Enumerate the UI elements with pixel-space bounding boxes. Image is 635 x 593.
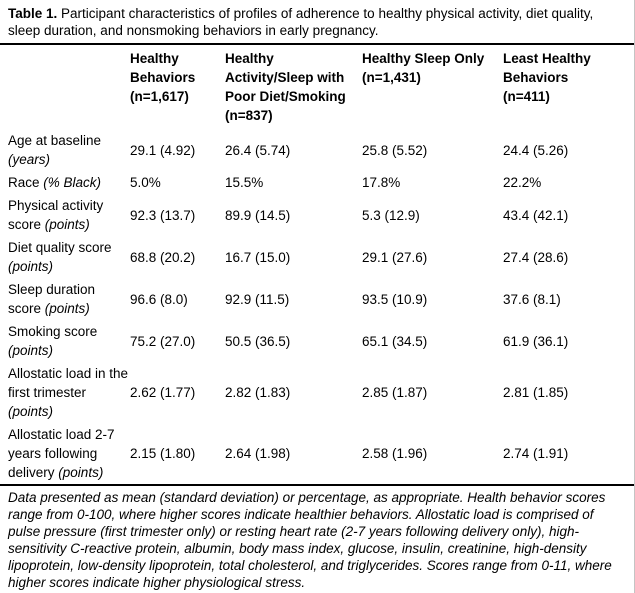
row-unit: (points) [8, 343, 54, 358]
table-caption: Participant characteristics of profiles … [8, 6, 594, 38]
row-smoking-score: Smoking score (points) 75.2 (27.0) 50.5 … [8, 320, 627, 362]
row-label: Allostatic load 2-7 years following deli… [8, 427, 115, 480]
participant-characteristics-table: Healthy Behaviors (n=1,617) Healthy Acti… [8, 45, 627, 484]
column-header-healthy-activity-sleep-poor-diet-smoking: Healthy Activity/Sleep with Poor Diet/Sm… [225, 51, 346, 123]
table-number-label: Table 1. [8, 6, 58, 21]
cell-value: 65.1 (34.5) [362, 333, 428, 349]
cell-value: 2.82 (1.83) [225, 385, 291, 400]
cell-value: 15.5% [225, 175, 264, 190]
row-label: Diet quality score [8, 240, 112, 255]
row-sleep-duration-score: Sleep duration score (points) 96.6 (8.0)… [8, 278, 627, 320]
row-unit: (% Black) [43, 175, 102, 190]
cell-value: 2.85 (1.87) [362, 385, 428, 400]
cell-value: 2.81 (1.85) [503, 385, 569, 400]
cell-value: 27.4 (28.6) [503, 249, 569, 265]
row-label-cell: Smoking score (points) [8, 320, 130, 362]
row-unit: (points) [44, 301, 90, 316]
table-footnote: Data presented as mean (standard deviati… [8, 490, 612, 590]
row-label: Allostatic load in the first trimester [8, 366, 129, 400]
cell-value: 92.9 (11.5) [225, 291, 290, 307]
row-label: Sleep duration score [8, 282, 96, 316]
cell-value: 37.6 (8.1) [503, 291, 561, 307]
row-label: Race [8, 175, 40, 190]
row-unit: (points) [58, 465, 104, 480]
cell-value: 17.8% [362, 175, 401, 190]
cell-value: 93.5 (10.9) [362, 291, 428, 307]
cell-value: 43.4 (42.1) [503, 207, 569, 223]
cell-value: 61.9 (36.1) [503, 333, 569, 349]
cell-value: 2.74 (1.91) [503, 446, 569, 461]
row-label: Physical activity score [8, 198, 104, 232]
footnote-rule [0, 484, 634, 486]
cell-value: 2.62 (1.77) [130, 385, 196, 400]
cell-value: 2.64 (1.98) [225, 446, 291, 461]
row-label-cell: Diet quality score (points) [8, 236, 130, 278]
row-age-at-baseline: Age at baseline (years) 29.1 (4.92) 26.4… [8, 129, 627, 171]
table-body: Age at baseline (years) 29.1 (4.92) 26.4… [8, 129, 627, 484]
column-header-healthy-behaviors: Healthy Behaviors (n=1,617) [130, 51, 196, 104]
column-header-healthy-sleep-only: Healthy Sleep Only (n=1,431) [362, 51, 485, 85]
cell-value: 16.7 (15.0) [225, 249, 291, 265]
row-label: Age at baseline [8, 133, 102, 148]
row-label-cell: Sleep duration score (points) [8, 278, 130, 320]
column-header-least-healthy-behaviors: Least Healthy Behaviors (n=411) [503, 51, 591, 104]
cell-value: 92.3 (13.7) [130, 207, 196, 223]
row-diet-quality-score: Diet quality score (points) 68.8 (20.2) … [8, 236, 627, 278]
header-top-rule [0, 43, 634, 45]
cell-value: 96.6 (8.0) [130, 291, 188, 307]
row-race: Race (% Black) 5.0% 15.5% 17.8% 22.2% [8, 171, 627, 194]
row-label: Smoking score [8, 324, 98, 339]
cell-value: 25.8 (5.52) [362, 142, 428, 158]
cell-value: 75.2 (27.0) [130, 333, 196, 349]
header-empty-cell [8, 45, 130, 129]
row-unit: (points) [8, 404, 54, 419]
row-label-cell: Physical activity score (points) [8, 194, 130, 236]
row-label-cell: Age at baseline (years) [8, 129, 130, 171]
row-unit: (points) [8, 259, 54, 274]
row-allostatic-load-following-delivery: Allostatic load 2-7 years following deli… [8, 423, 627, 484]
row-unit: (years) [8, 152, 51, 167]
header-row: Healthy Behaviors (n=1,617) Healthy Acti… [8, 45, 627, 129]
cell-value: 2.15 (1.80) [130, 446, 196, 461]
cell-value: 68.8 (20.2) [130, 249, 196, 265]
cell-value: 2.58 (1.96) [362, 446, 428, 461]
row-label-cell: Allostatic load 2-7 years following deli… [8, 423, 130, 484]
cell-value: 22.2% [503, 175, 542, 190]
row-label-cell: Allostatic load in the first trimester (… [8, 362, 130, 423]
cell-value: 29.1 (4.92) [130, 142, 196, 158]
table-header: Healthy Behaviors (n=1,617) Healthy Acti… [8, 45, 627, 129]
cell-value: 29.1 (27.6) [362, 249, 428, 265]
cell-value: 24.4 (5.26) [503, 142, 569, 158]
row-allostatic-load-first-trimester: Allostatic load in the first trimester (… [8, 362, 627, 423]
row-physical-activity-score: Physical activity score (points) 92.3 (1… [8, 194, 627, 236]
cell-value: 5.0% [130, 175, 161, 190]
cell-value: 50.5 (36.5) [225, 333, 291, 349]
table-title: Table 1. Participant characteristics of … [8, 5, 626, 39]
cell-value: 5.3 (12.9) [362, 207, 420, 223]
row-unit: (points) [44, 217, 90, 232]
row-label-cell: Race (% Black) [8, 171, 130, 194]
cell-value: 89.9 (14.5) [225, 207, 291, 223]
cell-value: 26.4 (5.74) [225, 142, 291, 158]
